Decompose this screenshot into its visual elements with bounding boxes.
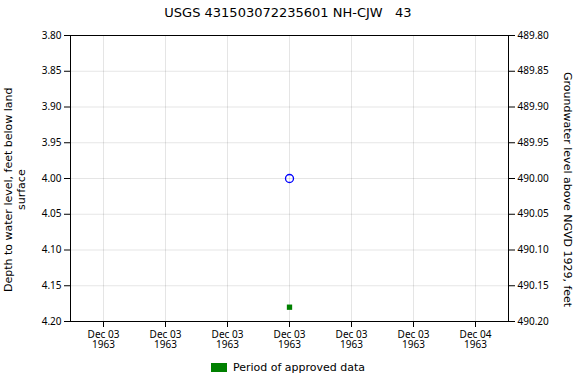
svg-text:Dec 031963: Dec 031963	[274, 327, 306, 351]
svg-text:Dec 031963: Dec 031963	[212, 327, 244, 351]
html-text:Period of approved data: Period of approved data	[232, 360, 366, 374]
svg-text:4.15: 4.15	[42, 278, 62, 292]
html-text:Groundwater level above NGVD 1: Groundwater level above NGVD 1929, feet	[560, 72, 574, 308]
svg-text:489.85: 489.85	[518, 63, 550, 77]
svg-text:3.80: 3.80	[42, 28, 62, 42]
svg-text:Dec 031963: Dec 031963	[150, 327, 182, 351]
html-text:Depth to water level, feet bel: Depth to water level, feet below land su…	[2, 87, 28, 293]
svg-text:4.05: 4.05	[42, 206, 62, 220]
svg-text:490.00: 490.00	[518, 171, 550, 185]
svg-text:490.10: 490.10	[518, 242, 550, 256]
svg-text:4.00: 4.00	[42, 171, 62, 185]
html-text:USGS 431503072235601 NH-CJW 43: USGS 431503072235601 NH-CJW 43	[164, 5, 412, 20]
svg-text:489.95: 489.95	[518, 135, 550, 149]
svg-text:Dec 031963: Dec 031963	[398, 327, 430, 351]
svg-text:3.90: 3.90	[42, 99, 62, 113]
svg-text:4.10: 4.10	[42, 242, 62, 256]
svg-text:4.20: 4.20	[42, 314, 62, 328]
svg-text:Dec 031963: Dec 031963	[88, 327, 120, 351]
svg-text:490.15: 490.15	[518, 278, 550, 292]
svg-text:Dec 041963: Dec 041963	[460, 327, 492, 351]
svg-text:Dec 031963: Dec 031963	[336, 327, 368, 351]
svg-text:489.90: 489.90	[518, 99, 550, 113]
svg-text:3.85: 3.85	[42, 63, 62, 77]
svg-text:3.95: 3.95	[42, 135, 62, 149]
svg-text:490.05: 490.05	[518, 206, 550, 220]
svg-text:490.20: 490.20	[518, 314, 550, 328]
svg-text:489.80: 489.80	[518, 28, 550, 42]
